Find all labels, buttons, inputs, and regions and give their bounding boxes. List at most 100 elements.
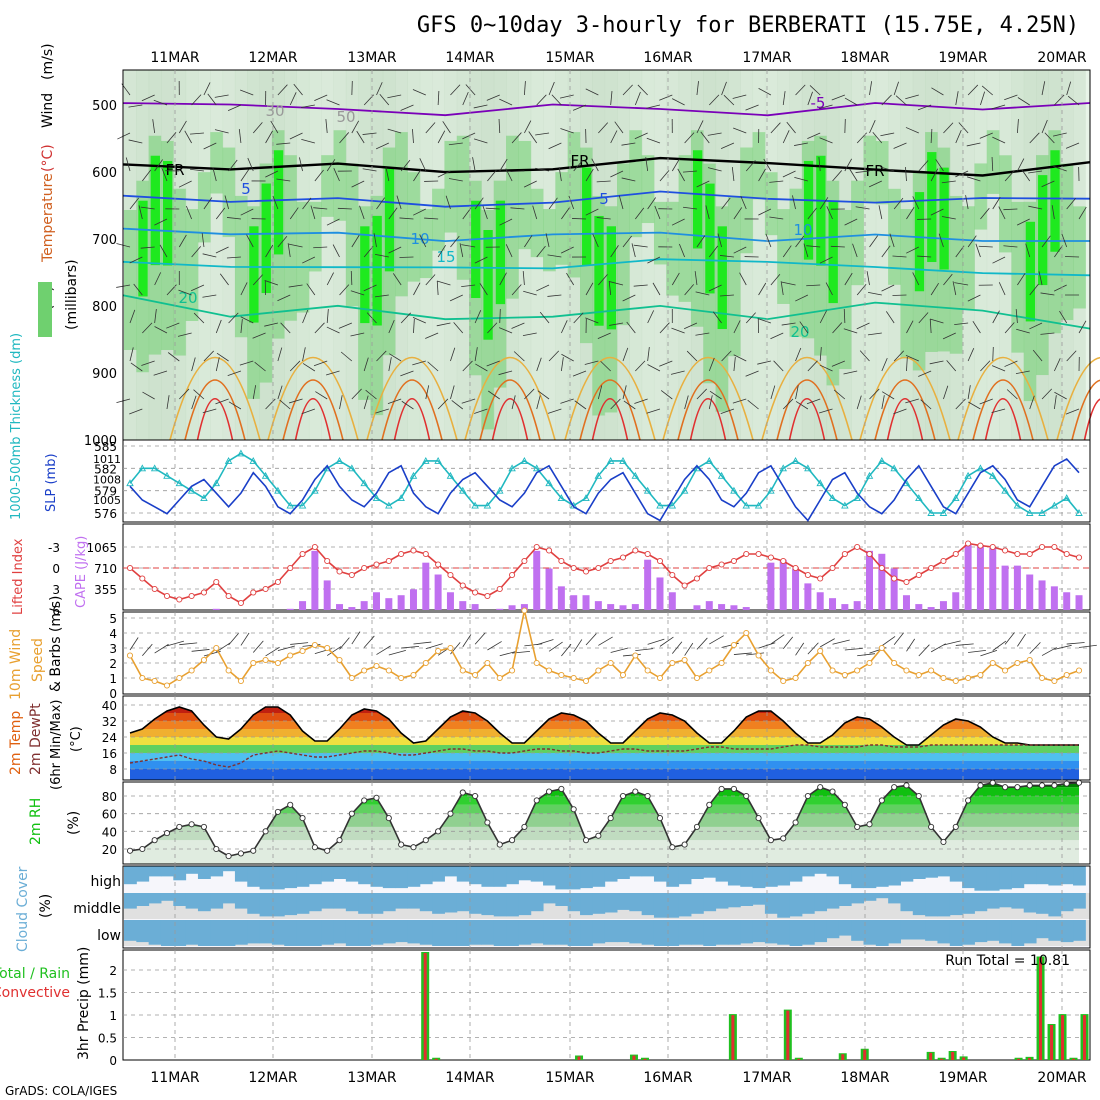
wind-barb	[954, 282, 969, 286]
wind-speed-point	[1002, 667, 1009, 674]
rh-axis-label: 2m RH	[28, 798, 44, 845]
contour-label: FR	[865, 162, 884, 180]
rh-tick: 60	[102, 808, 117, 822]
wind-barb	[719, 255, 734, 258]
cape-bar	[373, 592, 380, 610]
wind-barb	[610, 245, 619, 258]
wind-barb	[202, 294, 217, 298]
wind-barb	[708, 284, 722, 292]
wind-barb	[978, 245, 993, 248]
wind-barb	[600, 360, 611, 372]
cape-bar	[1026, 574, 1034, 610]
thickness-point	[1062, 494, 1071, 502]
wind-barb	[872, 132, 883, 144]
rh-80-band	[506, 135, 519, 299]
wind-barb	[216, 352, 229, 362]
wind-barb	[498, 118, 501, 134]
wind-barb	[326, 99, 340, 106]
wind-barb	[975, 243, 981, 258]
wind-barb	[436, 281, 439, 296]
wind-barb	[745, 312, 756, 324]
wind-barb	[746, 652, 765, 656]
cloud-middle-bar	[814, 893, 828, 912]
wind-barb	[339, 132, 350, 144]
rh-90-band	[717, 226, 727, 330]
wind-barb	[239, 360, 254, 366]
wind-barb	[745, 370, 759, 377]
wind-barb	[677, 168, 685, 182]
temp-band	[130, 713, 1080, 721]
wind-barb	[695, 291, 710, 296]
wind-barb	[153, 370, 168, 376]
wind-barb	[425, 385, 430, 400]
cloud-high-bar	[197, 866, 211, 879]
warm-contour	[1071, 379, 1100, 441]
wind-speed-point	[496, 674, 503, 682]
2m-rh-point	[225, 853, 232, 860]
wind-barb	[671, 272, 680, 286]
wind-barb	[806, 398, 821, 405]
cloud-low-bar	[247, 920, 261, 944]
wind-barb	[536, 94, 547, 106]
cloud-middle-bar	[136, 893, 150, 906]
wind-barb	[610, 398, 621, 410]
warm-contour	[761, 356, 853, 441]
thickness-line	[129, 452, 1080, 514]
cloud-high-bar	[370, 866, 384, 887]
wind-barb	[310, 205, 316, 220]
cloud-low-bar	[801, 920, 815, 945]
wind-barb	[154, 272, 162, 286]
rh-80-band	[617, 163, 630, 326]
wind-barb	[878, 205, 883, 220]
cloud-axis-label: Cloud Cover	[15, 866, 31, 952]
rh-80-band	[284, 155, 298, 321]
wind-barb	[385, 167, 390, 182]
2m-rh-point	[718, 785, 725, 792]
slp-frame	[122, 439, 1091, 523]
cape-bar	[989, 547, 997, 610]
precip-conv-bar	[841, 1054, 845, 1060]
wind-barb	[142, 169, 152, 182]
cloud-low-bar	[136, 920, 150, 943]
wind-barb	[400, 104, 414, 111]
2m-rh-point	[151, 837, 158, 844]
wind-barb	[647, 310, 655, 324]
cloud-middle-bar	[641, 893, 655, 916]
cloud-middle-bar	[777, 893, 791, 918]
wind-barb	[731, 167, 735, 182]
wind-barb	[670, 370, 685, 375]
thickness-point	[508, 464, 516, 472]
cloud-middle-bar	[567, 893, 581, 912]
wind-barb	[302, 309, 309, 324]
wind-barb	[193, 389, 205, 400]
wind-barb	[708, 245, 719, 258]
wind-barb	[881, 245, 891, 258]
precip-conv-bar	[1083, 1015, 1087, 1060]
wind-barb	[609, 322, 624, 326]
wind-barb	[782, 170, 796, 178]
wind-barb	[461, 398, 476, 404]
cloud-low-bar	[764, 920, 778, 944]
cape-bar	[545, 568, 553, 610]
wind-barb	[941, 216, 956, 220]
cloud-high-bar	[308, 866, 322, 885]
cape-bar	[508, 605, 516, 610]
wind-speed-point	[804, 659, 811, 667]
rh-column	[875, 70, 889, 440]
wind-barb	[140, 246, 155, 249]
wind-barb	[967, 84, 979, 96]
cape-bar	[742, 607, 750, 610]
wind-barb	[190, 284, 205, 292]
cloud-middle-bar	[912, 893, 926, 916]
rh-90-band	[249, 226, 259, 323]
lifted-index-point	[718, 561, 725, 568]
wind-barb	[795, 84, 806, 96]
slp-tick: 1005	[93, 494, 121, 507]
wind-barb	[388, 649, 406, 656]
date-label-top: 19MAR	[938, 50, 987, 66]
2m-rh-point	[311, 844, 318, 851]
cloud-high-bar	[419, 866, 433, 885]
wind-tick: 0	[109, 687, 117, 701]
wind-barb	[375, 408, 389, 414]
wind-barb	[881, 94, 892, 106]
